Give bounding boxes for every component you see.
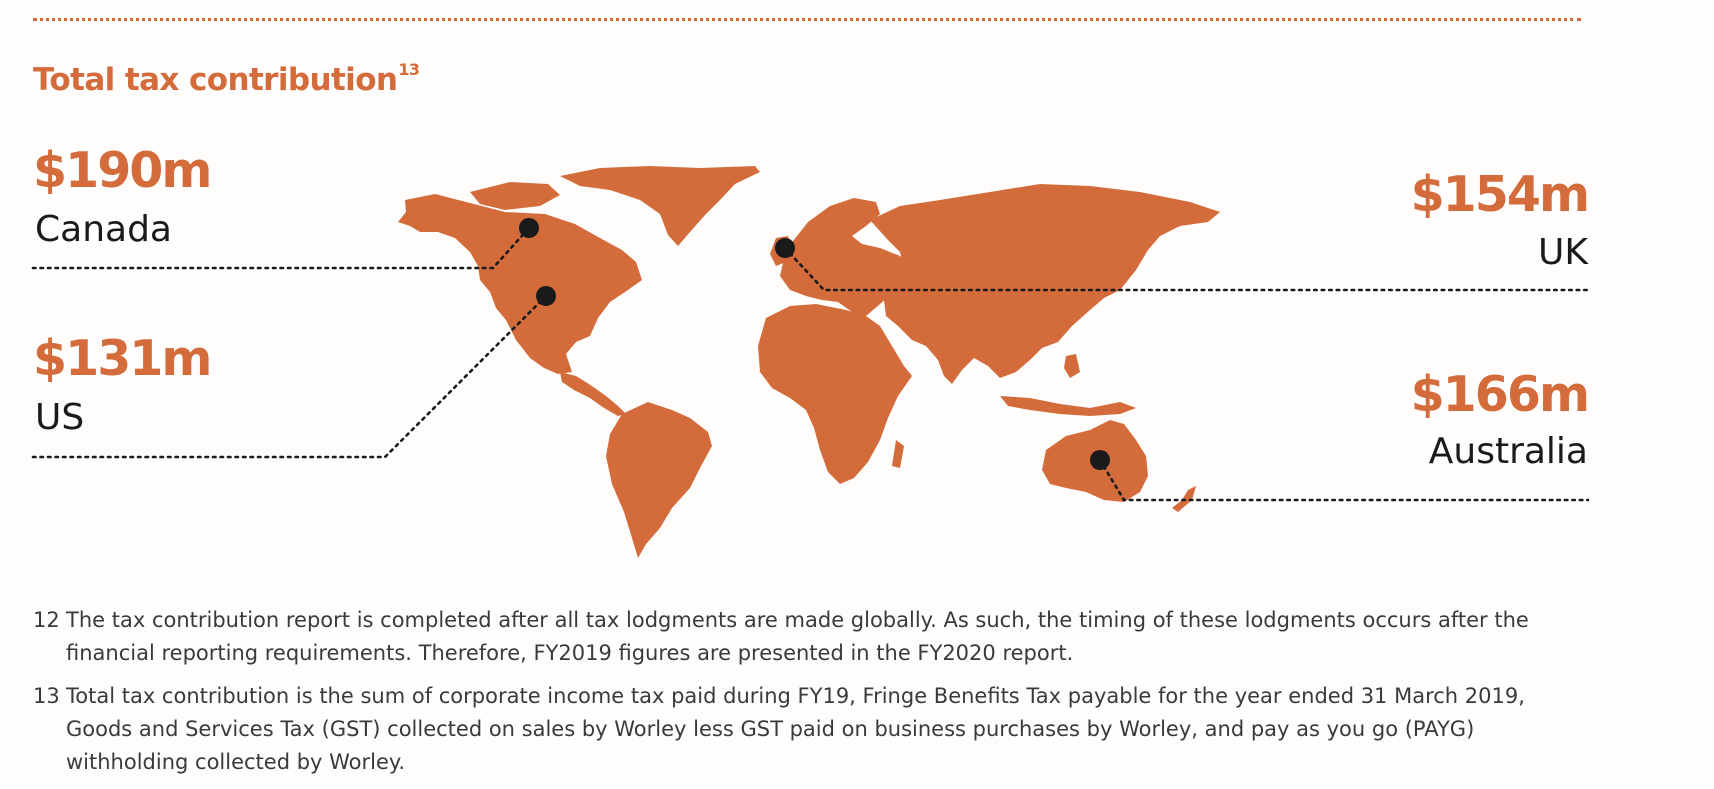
leader-line-australia [1098,458,1590,502]
canada-label: Canada [35,209,172,250]
leader-line-canada [31,226,531,270]
asia-shape [870,184,1220,384]
canada-amount: $190m [33,142,212,199]
footnotes: 12 The tax contribution report is comple… [33,604,1593,789]
south-america-shape [606,402,712,558]
leader-lines [31,226,1590,502]
footnote-text: The tax contribution report is completed… [66,608,1529,665]
marker-canada [519,218,539,238]
footnote-number: 12 [33,608,60,632]
uk-amount: $154m [1410,166,1590,223]
australia-amount: $166m [1410,366,1590,423]
world-map [31,166,1590,558]
australia-label: Australia [1428,431,1588,472]
world-map-landmass [398,166,1220,558]
central-america-shape [560,372,626,416]
africa-shape [758,304,912,484]
title-footnote-ref: 13 [398,60,420,79]
marker-uk [775,238,795,258]
uk-label: UK [1538,232,1588,273]
footnote-13: 13 Total tax contribution is the sum of … [33,680,1593,779]
footnote-12: 12 The tax contribution report is comple… [33,604,1593,670]
north-america-shape [398,194,642,374]
madagascar-shape [892,440,904,468]
greenland-shape [560,166,760,246]
marker-us [536,286,556,306]
leader-line-us [31,294,548,459]
japan-shape [1098,258,1120,294]
indonesia-shape [1000,396,1136,416]
us-label: US [35,397,85,438]
us-amount: $131m [33,330,212,387]
marker-australia [1090,450,1110,470]
philippines-shape [1064,354,1080,378]
top-dotted-rule [33,18,1581,21]
section-title: Total tax contribution13 [33,60,420,98]
footnote-text: Total tax contribution is the sum of cor… [66,684,1525,774]
footnote-number: 13 [33,684,60,708]
location-markers [519,218,1110,470]
arctic-islands-shape [470,182,560,210]
europe-shape [780,198,912,316]
